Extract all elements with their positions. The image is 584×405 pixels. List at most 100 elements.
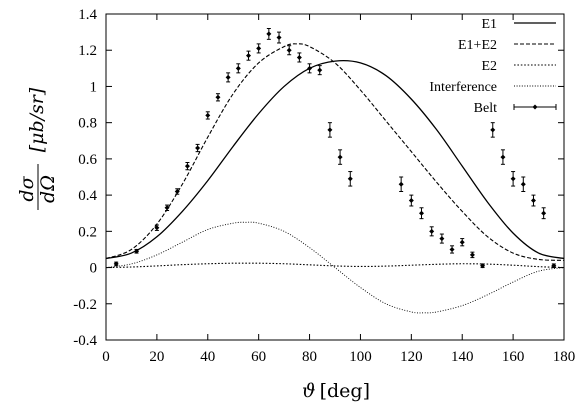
point-marker — [541, 210, 547, 216]
x-axis-unit: [deg] — [320, 380, 370, 402]
x-tick-label: 0 — [102, 349, 110, 365]
curves — [105, 43, 565, 314]
series-line-interference — [105, 221, 565, 314]
point-marker — [174, 188, 180, 194]
data-point — [154, 224, 160, 231]
y-tick-label: 0.8 — [78, 116, 97, 132]
point-marker — [235, 65, 241, 71]
point-marker — [439, 236, 445, 242]
data-point — [317, 65, 323, 76]
point-marker — [449, 246, 455, 252]
point-marker — [500, 154, 506, 160]
point-marker — [195, 145, 201, 151]
y-tick-label: 1.4 — [78, 7, 97, 23]
data-point — [235, 63, 241, 74]
data-point — [296, 52, 302, 63]
legend-label-e1-e2: E1+E2 — [458, 38, 497, 53]
y-tick-label: 0.2 — [78, 224, 97, 240]
x-axis-symbol: ϑ — [302, 380, 316, 402]
data-point — [184, 162, 190, 171]
series-line-e1 — [105, 59, 565, 260]
data-point — [174, 188, 180, 195]
data-point — [429, 226, 435, 237]
data-point — [469, 251, 475, 259]
x-tick-label: 60 — [251, 349, 266, 365]
data-point — [337, 149, 343, 165]
data-point — [276, 31, 282, 44]
legend-label-belt: Belt — [474, 101, 497, 116]
series-line-e2 — [105, 262, 565, 269]
y-tick-label: -0.2 — [73, 297, 97, 313]
data-point — [215, 93, 221, 102]
point-marker — [184, 163, 190, 169]
point-marker — [419, 210, 425, 216]
x-tick-label: 140 — [451, 349, 474, 365]
point-marker — [276, 35, 282, 41]
x-tick-label: 20 — [149, 349, 164, 365]
y-tick-label: 1 — [90, 79, 98, 95]
data-point — [205, 111, 211, 120]
point-marker — [205, 112, 211, 118]
point-marker — [347, 176, 353, 182]
data-point — [113, 261, 119, 267]
point-marker — [286, 47, 292, 53]
data-point — [408, 194, 414, 207]
data-point — [530, 194, 536, 207]
x-tick-label: 100 — [349, 349, 372, 365]
y-tick-label: 0 — [90, 261, 98, 277]
point-marker — [245, 53, 251, 59]
data-point — [245, 50, 251, 61]
legend: E1 E1+E2 E2 Interference Belt — [429, 17, 557, 116]
data-point — [164, 204, 170, 212]
point-marker — [215, 94, 221, 100]
y-tick-label: 1.2 — [78, 43, 97, 59]
x-tick-label: 160 — [502, 349, 525, 365]
point-marker — [327, 127, 333, 133]
data-point — [134, 248, 140, 254]
data-points — [113, 27, 557, 269]
plot-frame — [105, 13, 565, 341]
data-point — [490, 122, 496, 138]
data-point — [480, 263, 486, 269]
data-point — [419, 207, 425, 220]
data-point — [327, 122, 333, 138]
point-marker — [551, 263, 557, 269]
point-marker — [225, 74, 231, 80]
data-point — [195, 143, 201, 153]
x-tick-label: 40 — [200, 349, 215, 365]
y-tick-label: -0.4 — [73, 333, 97, 349]
point-marker — [480, 263, 486, 269]
point-marker — [398, 181, 404, 187]
data-point — [266, 27, 272, 40]
data-point — [307, 63, 313, 74]
y-tick-label: 0.4 — [78, 188, 97, 204]
point-marker — [307, 65, 313, 71]
point-marker — [520, 181, 526, 187]
point-marker — [164, 205, 170, 211]
point-marker — [510, 176, 516, 182]
legend-label-interference: Interference — [429, 80, 497, 95]
data-point — [398, 176, 404, 192]
legend-swatch-marker — [532, 104, 538, 110]
data-point — [510, 171, 516, 187]
point-marker — [337, 154, 343, 160]
legend-label-e2: E2 — [481, 59, 497, 74]
data-point — [286, 45, 292, 56]
series-line-e1-e2 — [105, 43, 565, 261]
data-point — [459, 238, 465, 247]
point-marker — [113, 261, 119, 267]
point-marker — [530, 198, 536, 204]
data-point — [439, 233, 445, 244]
point-marker — [490, 127, 496, 133]
point-marker — [429, 228, 435, 234]
x-tick-label: 180 — [553, 349, 576, 365]
y-axis-unit: [μb/sr] — [26, 87, 48, 152]
point-marker — [266, 31, 272, 37]
point-marker — [408, 198, 414, 204]
point-marker — [459, 239, 465, 245]
data-point — [541, 207, 547, 220]
y-tick-label: 0.6 — [78, 152, 97, 168]
data-point — [347, 171, 353, 187]
